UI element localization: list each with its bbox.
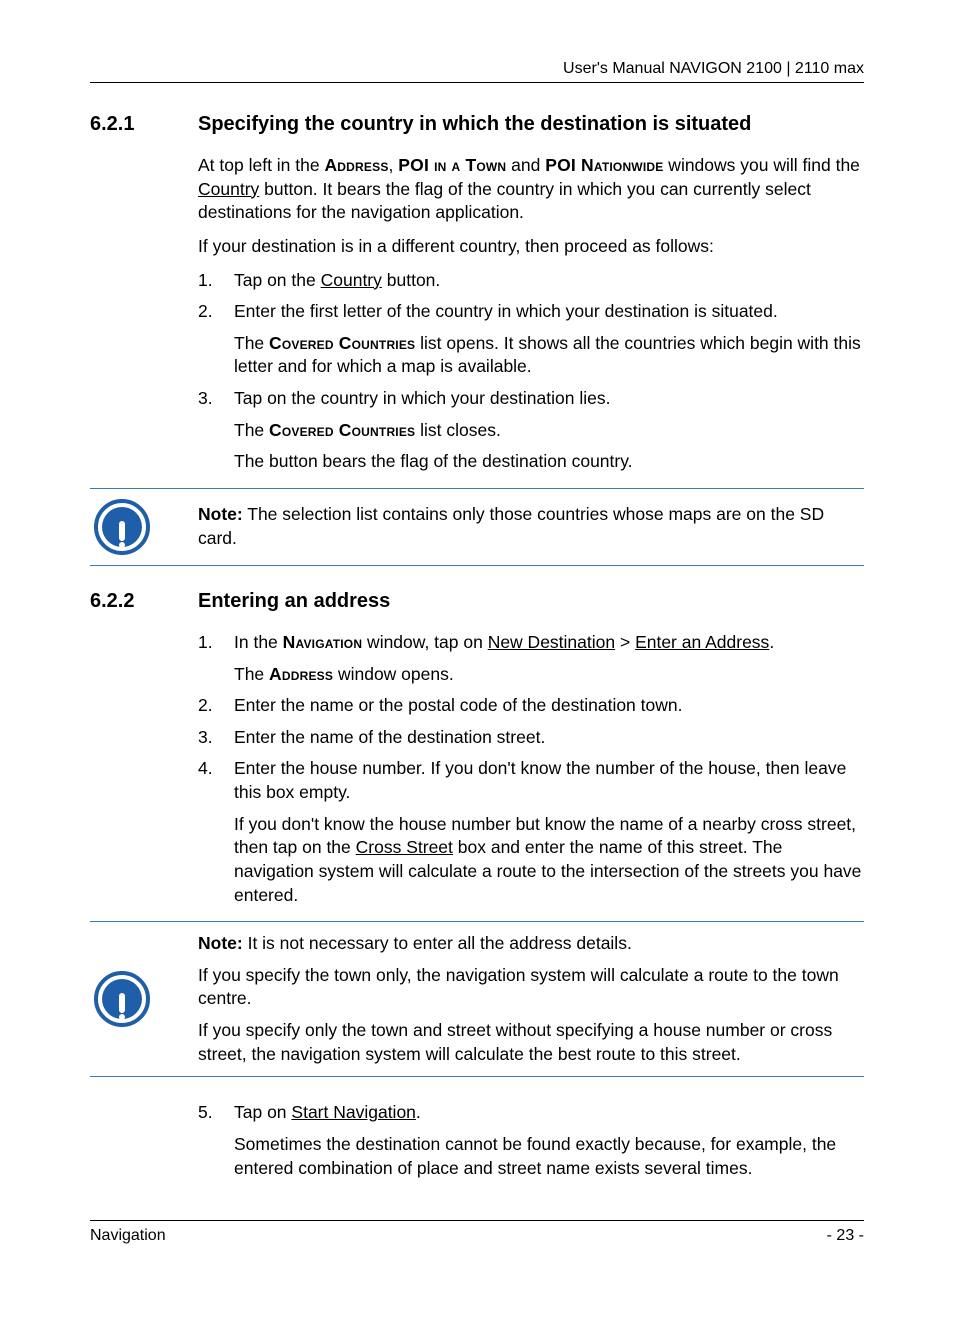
step-item: Enter the name of the destination street… (198, 726, 864, 750)
section-title: Entering an address (198, 590, 864, 613)
manual-title: User's Manual NAVIGON 2100 | 2110 max (563, 60, 864, 77)
paragraph: At top left in the Address, POI in a Tow… (198, 154, 864, 225)
text: Tap on (234, 1102, 291, 1122)
text: window opens. (333, 664, 454, 684)
text: button. (382, 270, 440, 290)
section-body-622b: Tap on Start Navigation. Sometimes the d… (198, 1101, 864, 1180)
enter-address-link: Enter an Address (635, 632, 769, 652)
text: and (506, 155, 545, 175)
section-number: 6.2.2 (90, 590, 198, 613)
text: It is not necessary to enter all the add… (243, 933, 632, 953)
section-title: Specifying the country in which the dest… (198, 113, 864, 136)
info-icon (90, 971, 198, 1027)
text: Enter the first letter of the country in… (234, 300, 864, 324)
section-body-622: In the Navigation window, tap on New Des… (198, 631, 864, 907)
text: Enter the house number. If you don't kno… (234, 757, 864, 804)
step-item: Enter the house number. If you don't kno… (198, 757, 864, 907)
text: > (615, 632, 635, 652)
text: window, tap on (362, 632, 488, 652)
text: The button bears the flag of the destina… (234, 450, 864, 474)
text: If you specify the town only, the naviga… (198, 964, 864, 1011)
covered-countries-list: Covered Countries (269, 333, 415, 353)
note-label: Note: (198, 933, 243, 953)
country-button-ref: Country (321, 270, 382, 290)
section-heading-621: 6.2.1 Specifying the country in which th… (90, 113, 864, 136)
step-item: Tap on the Country button. (198, 269, 864, 293)
text: The selection list contains only those c… (198, 504, 824, 548)
text: In the (234, 632, 283, 652)
new-destination-link: New Destination (488, 632, 615, 652)
text: . (769, 632, 774, 652)
note-text: Note: It is not necessary to enter all t… (198, 932, 864, 1066)
cross-street-box: Cross Street (356, 837, 453, 857)
steps-list-621: Tap on the Country button. Enter the fir… (198, 269, 864, 474)
steps-list-622a: In the Navigation window, tap on New Des… (198, 631, 864, 907)
note-box: Note: The selection list contains only t… (90, 488, 864, 566)
step-item: Enter the first letter of the country in… (198, 300, 864, 379)
note-box: Note: It is not necessary to enter all t… (90, 921, 864, 1077)
text: , (389, 155, 399, 175)
step-item: Tap on the country in which your destina… (198, 387, 864, 474)
section-body-621: At top left in the Address, POI in a Tow… (198, 154, 864, 474)
footer-left: Navigation (90, 1227, 166, 1245)
text: Tap on the (234, 270, 321, 290)
step-item: Enter the name or the postal code of the… (198, 694, 864, 718)
win-poi-town: POI in a Town (398, 155, 506, 175)
win-poi-nationwide: POI Nationwide (545, 155, 663, 175)
address-window: Address (269, 664, 333, 684)
text: Sometimes the destination cannot be foun… (234, 1133, 864, 1180)
text: button. It bears the flag of the country… (198, 179, 811, 223)
note-label: Note: (198, 504, 243, 524)
page-footer: Navigation - 23 - (90, 1220, 864, 1245)
start-navigation-link: Start Navigation (291, 1102, 416, 1122)
info-icon (90, 499, 198, 555)
note-text: Note: The selection list contains only t… (198, 503, 864, 550)
covered-countries-list: Covered Countries (269, 420, 415, 440)
text: Enter the name of the destination street… (234, 726, 864, 750)
step-item: In the Navigation window, tap on New Des… (198, 631, 864, 686)
paragraph: If your destination is in a different co… (198, 235, 864, 259)
text: The (234, 333, 269, 353)
section-heading-622: 6.2.2 Entering an address (90, 590, 864, 613)
footer-right: - 23 - (827, 1227, 864, 1245)
navigation-window: Navigation (283, 632, 363, 652)
country-button-ref: Country (198, 179, 259, 199)
text: The (234, 420, 269, 440)
text: . (416, 1102, 421, 1122)
text: At top left in the (198, 155, 324, 175)
section-number: 6.2.1 (90, 113, 198, 136)
text: list closes. (415, 420, 501, 440)
win-address: Address (324, 155, 388, 175)
text: windows you will find the (663, 155, 859, 175)
text: The (234, 664, 269, 684)
step-item: Tap on Start Navigation. Sometimes the d… (198, 1101, 864, 1180)
text: Tap on the country in which your destina… (234, 387, 864, 411)
steps-list-622b: Tap on Start Navigation. Sometimes the d… (198, 1101, 864, 1180)
text: Enter the name or the postal code of the… (234, 694, 864, 718)
text: If you specify only the town and street … (198, 1019, 864, 1066)
page-header: User's Manual NAVIGON 2100 | 2110 max (90, 60, 864, 83)
